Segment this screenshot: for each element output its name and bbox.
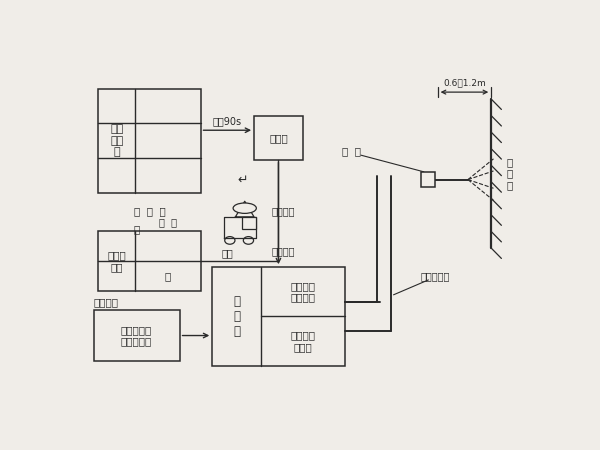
Bar [98,89,200,193]
Text: 粗  细  骨: 粗 细 骨 [134,207,165,216]
Bar [254,117,303,160]
Text: 搅拌: 搅拌 [221,248,233,258]
Bar [421,172,436,187]
Text: 速凝剂掺
加系统: 速凝剂掺 加系统 [290,330,315,352]
Ellipse shape [233,203,256,213]
Text: 室提风压与
进料量匹配: 室提风压与 进料量匹配 [121,325,152,346]
Text: 喷  嘴: 喷 嘴 [342,146,361,156]
Text: 第二次
投料: 第二次 投料 [107,250,126,272]
Text: 0.6～1.2m: 0.6～1.2m [443,78,486,87]
Text: 外加剂，: 外加剂， [94,297,119,307]
Text: 砼输送管: 砼输送管 [271,247,295,256]
Bar [242,217,256,229]
Text: 搅拌90s: 搅拌90s [213,117,242,126]
Text: 水: 水 [134,224,140,234]
Text: 转子凸轮
喷料机构: 转子凸轮 喷料机构 [290,281,315,302]
Bar [212,267,344,366]
Text: ↵: ↵ [237,174,248,187]
Bar [94,310,179,360]
Text: 搅  和: 搅 和 [159,217,177,227]
Text: 搅拌机: 搅拌机 [269,133,288,143]
Text: 受
喷
面: 受 喷 面 [506,157,513,190]
Text: 速凝剂管路: 速凝剂管路 [421,271,450,281]
Text: 第一
次投
料: 第一 次投 料 [110,124,123,157]
Text: 湿
喷
机: 湿 喷 机 [233,295,240,338]
Text: 砼运输车: 砼运输车 [271,207,295,216]
Bar [98,231,200,291]
Text: 水: 水 [164,271,171,281]
